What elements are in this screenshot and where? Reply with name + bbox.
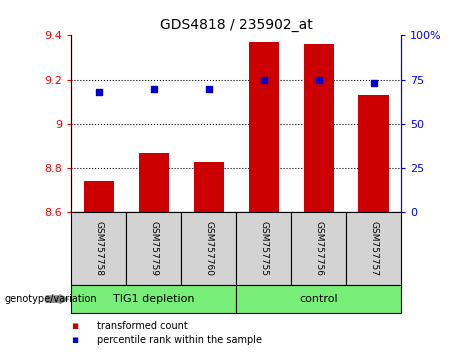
Bar <box>71 212 126 285</box>
Bar <box>236 212 291 285</box>
Title: GDS4818 / 235902_at: GDS4818 / 235902_at <box>160 18 313 32</box>
Point <box>205 86 213 91</box>
Text: GSM757759: GSM757759 <box>149 221 159 276</box>
Text: GSM757755: GSM757755 <box>259 221 268 276</box>
Text: GSM757756: GSM757756 <box>314 221 323 276</box>
Bar <box>346 212 401 285</box>
Bar <box>139 153 169 212</box>
Point <box>370 80 377 86</box>
Bar <box>194 161 224 212</box>
Point <box>260 77 267 82</box>
Bar <box>181 212 236 285</box>
Text: percentile rank within the sample: percentile rank within the sample <box>97 335 262 345</box>
Text: TIG1 depletion: TIG1 depletion <box>113 294 195 304</box>
Point <box>95 89 103 95</box>
Text: GSM757757: GSM757757 <box>369 221 378 276</box>
Bar <box>71 285 236 313</box>
Text: ◾: ◾ <box>71 335 78 345</box>
Point <box>150 86 158 91</box>
Bar <box>84 181 114 212</box>
Text: control: control <box>299 294 338 304</box>
Text: transformed count: transformed count <box>97 321 188 331</box>
Text: genotype/variation: genotype/variation <box>5 294 97 304</box>
Point <box>315 77 322 82</box>
Bar <box>236 285 401 313</box>
Text: GSM757760: GSM757760 <box>204 221 213 276</box>
Bar <box>126 212 181 285</box>
Bar <box>248 42 279 212</box>
Bar <box>359 95 389 212</box>
Text: GSM757758: GSM757758 <box>95 221 103 276</box>
Bar <box>291 212 346 285</box>
Text: ◾: ◾ <box>71 321 78 331</box>
Bar <box>303 44 334 212</box>
